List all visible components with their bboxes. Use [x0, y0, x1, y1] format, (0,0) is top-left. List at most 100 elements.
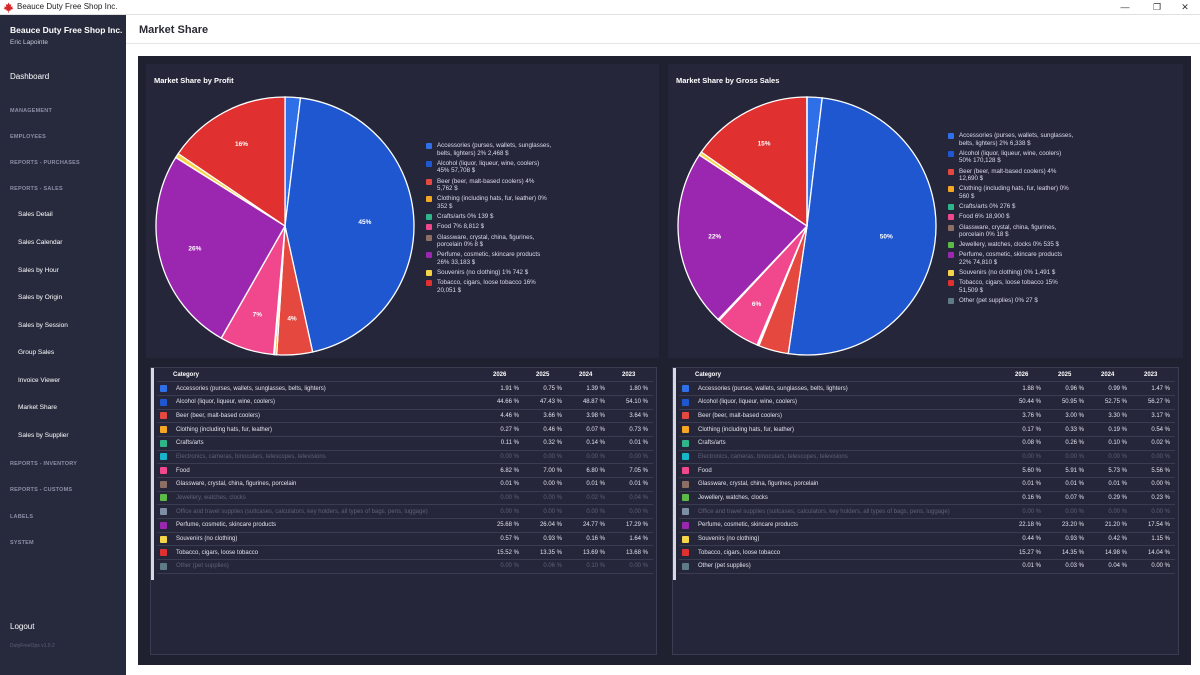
legend-item-beer[interactable]: Beer (beer, malt-based coolers) 4% 12,690… — [948, 168, 1108, 183]
column-header-2025[interactable]: 2025 — [1046, 368, 1089, 383]
column-header-category[interactable]: Category — [173, 368, 481, 383]
legend-item-glassware[interactable]: Glassware, crystal, china, figurines, por… — [426, 234, 586, 249]
legend-item-beer[interactable]: Beer (beer, malt-based coolers) 4% 5,762 … — [426, 178, 586, 193]
table-row[interactable]: Souvenirs (no clothing) 0.57 % 0.93 % 0.16 … — [157, 532, 653, 547]
value-cell: 0.00 % — [1089, 450, 1132, 465]
nav-reports-inventory[interactable]: REPORTS - INVENTORY — [10, 461, 78, 467]
column-header-2023[interactable]: 2023 — [610, 368, 653, 383]
legend-item-glassware[interactable]: Glassware, crystal, china, figurines, por… — [948, 224, 1108, 239]
legend-item-clothing[interactable]: Clothing (including hats, fur, leather) … — [426, 195, 586, 210]
table-row[interactable]: Alcohol (liquor, liqueur, wine, coolers)… — [157, 395, 653, 410]
legend-item-souvenirs[interactable]: Souvenirs (no clothing) 1% 742 $ — [426, 269, 586, 277]
table-row[interactable]: Clothing (including hats, fur, leather) 0… — [157, 422, 653, 437]
table-row[interactable]: Electronics, cameras, binoculars, telesc… — [679, 450, 1175, 465]
column-header-2026[interactable]: 2026 — [1003, 368, 1046, 383]
nav-sales-calendar[interactable]: Sales Calendar — [18, 239, 63, 246]
table-row[interactable]: Jewellery, watches, clocks 0.00 % 0.00 % 0.… — [157, 491, 653, 506]
nav-reports-customs[interactable]: REPORTS - CUSTOMS — [10, 487, 73, 493]
legend-swatch — [948, 242, 954, 249]
nav-dashboard[interactable]: Dashboard — [10, 72, 50, 81]
nav-group-sales[interactable]: Group Sales — [18, 349, 55, 356]
legend-item-food[interactable]: Food 7% 8,812 $ — [426, 223, 586, 231]
nav-sales-by-hour[interactable]: Sales by Hour — [18, 267, 59, 274]
pie-slice-alcohol[interactable] — [787, 97, 937, 356]
restore-button[interactable]: ❐ — [1152, 2, 1162, 12]
column-header-2025[interactable]: 2025 — [524, 368, 567, 383]
nav-labels[interactable]: LABELS — [10, 514, 34, 520]
table-row[interactable]: Perfume, cosmetic, skincare products 22.1… — [679, 518, 1175, 533]
pie-slice-perfume[interactable] — [155, 156, 286, 340]
table-row[interactable]: Souvenirs (no clothing) 0.44 % 0.93 % 0.42 … — [679, 532, 1175, 547]
legend-item-accessories[interactable]: Accessories (purses, wallets, sunglasses… — [948, 132, 1108, 147]
nav-management[interactable]: MANAGEMENT — [10, 108, 53, 114]
table-row[interactable]: Accessories (purses, wallets, sunglasses… — [679, 381, 1175, 396]
table-row[interactable]: Perfume, cosmetic, skincare products 25.6… — [157, 518, 653, 533]
pie-slice-perfume[interactable] — [677, 154, 809, 321]
nav-sales-detail[interactable]: Sales Detail — [18, 211, 53, 218]
legend-item-alcohol[interactable]: Alcohol (liquor, liqueur, wine, coolers)… — [948, 150, 1108, 165]
close-button[interactable]: ✕ — [1181, 2, 1189, 12]
category-cell: Electronics, cameras, binoculars, telesc… — [173, 450, 481, 465]
legend-item-tobacco[interactable]: Tobacco, cigars, loose tobacco 16% 20,051… — [426, 279, 586, 294]
table-row[interactable]: Crafts/arts 0.08 % 0.26 % 0.10 % 0.02 % — [679, 436, 1175, 451]
table-row[interactable]: Tobacco, cigars, loose tobacco 15.27 % 14.… — [679, 545, 1175, 561]
legend-item-crafts[interactable]: Crafts/arts 0% 276 $ — [948, 203, 1108, 211]
table-row[interactable]: Jewellery, watches, clocks 0.16 % 0.07 % 0.… — [679, 491, 1175, 506]
table-row[interactable]: Other (pet supplies) 0.00 % 0.06 % 0.10 % 0.… — [157, 559, 653, 574]
nav-employees[interactable]: EMPLOYEES — [10, 134, 47, 140]
table-row[interactable]: Beer (beer, malt-based coolers) 3.76 % 3.0… — [679, 409, 1175, 424]
legend-item-food[interactable]: Food 6% 18,900 $ — [948, 213, 1108, 221]
table-row[interactable]: Office and travel supplies (suitcases, c… — [679, 504, 1175, 520]
table-row[interactable]: Other (pet supplies) 0.01 % 0.03 % 0.04 % 0.… — [679, 559, 1175, 574]
table-row[interactable]: Clothing (including hats, fur, leather) 0… — [679, 422, 1175, 437]
row-color-swatch — [160, 549, 167, 557]
column-header-2024[interactable]: 2024 — [1089, 368, 1132, 383]
table-row[interactable]: Glassware, crystal, china, figurines, po… — [679, 477, 1175, 492]
legend-item-perfume[interactable]: Perfume, cosmetic, skincare products 26% … — [426, 251, 586, 266]
table-row[interactable]: Alcohol (liquor, liqueur, wine, coolers)… — [679, 395, 1175, 410]
table-row[interactable]: Tobacco, cigars, loose tobacco 15.52 % 13.… — [157, 545, 653, 561]
legend-item-other[interactable]: Other (pet supplies) 0% 27 $ — [948, 297, 1108, 305]
table-row[interactable]: Accessories (purses, wallets, sunglasses… — [157, 381, 653, 396]
column-header-2026[interactable]: 2026 — [481, 368, 524, 383]
legend-item-tobacco[interactable]: Tobacco, cigars, loose tobacco 15% 51,509… — [948, 279, 1108, 294]
nav-sales-by-session[interactable]: Sales by Session — [18, 322, 68, 329]
pie-slice-tobacco[interactable] — [177, 96, 286, 228]
legend-swatch — [948, 214, 954, 221]
category-cell: Clothing (including hats, fur, leather) — [695, 422, 1003, 437]
legend-item-jewellery[interactable]: Jewellery, watches, clocks 0% 535 $ — [948, 241, 1108, 249]
category-cell: Crafts/arts — [695, 436, 1003, 451]
table-row[interactable]: Glassware, crystal, china, figurines, po… — [157, 477, 653, 492]
column-header-2024[interactable]: 2024 — [567, 368, 610, 383]
legend-item-perfume[interactable]: Perfume, cosmetic, skincare products 22% … — [948, 251, 1108, 266]
legend-text: Souvenirs (no clothing) 1% 742 $ — [437, 269, 529, 277]
logout-button[interactable]: Logout — [10, 622, 35, 631]
nav-reports-sales[interactable]: REPORTS - SALES — [10, 186, 63, 192]
pie-slice-alcohol[interactable] — [284, 97, 415, 353]
table-row[interactable]: Food 5.60 % 5.91 % 5.73 % 5.56 % — [679, 463, 1175, 478]
column-header-2023[interactable]: 2023 — [1132, 368, 1175, 383]
nav-sales-by-supplier[interactable]: Sales by Supplier — [18, 432, 69, 439]
legend-item-alcohol[interactable]: Alcohol (liquor, liqueur, wine, coolers)… — [426, 160, 586, 175]
profit-table[interactable]: Category 2026 2025 2024 2023 Accessories (pur… — [150, 367, 657, 655]
legend-item-clothing[interactable]: Clothing (including hats, fur, leather) … — [948, 185, 1108, 200]
nav-sales-by-origin[interactable]: Sales by Origin — [18, 294, 63, 301]
nav-invoice-viewer[interactable]: Invoice Viewer — [18, 377, 61, 384]
table-row[interactable]: Beer (beer, malt-based coolers) 4.46 % 3.6… — [157, 409, 653, 424]
table-row[interactable]: Electronics, cameras, binoculars, telesc… — [157, 450, 653, 465]
table-row[interactable]: Crafts/arts 0.11 % 0.32 % 0.14 % 0.01 % — [157, 436, 653, 451]
legend-item-accessories[interactable]: Accessories (purses, wallets, sunglasses… — [426, 142, 586, 157]
nav-reports-purchases[interactable]: REPORTS - PURCHASES — [10, 160, 80, 166]
category-cell: Office and travel supplies (suitcases, c… — [695, 504, 1003, 520]
pie-slice-tobacco[interactable] — [700, 96, 808, 228]
legend-item-crafts[interactable]: Crafts/arts 0% 139 $ — [426, 213, 586, 221]
value-cell: 23.20 % — [1046, 518, 1089, 533]
legend-item-souvenirs[interactable]: Souvenirs (no clothing) 0% 1,491 $ — [948, 269, 1108, 277]
column-header-category[interactable]: Category — [695, 368, 1003, 383]
minimize-button[interactable]: — — [1120, 2, 1130, 12]
table-row[interactable]: Food 6.82 % 7.00 % 6.80 % 7.05 % — [157, 463, 653, 478]
table-row[interactable]: Office and travel supplies (suitcases, c… — [157, 504, 653, 520]
gross-sales-table[interactable]: Category 2026 2025 2024 2023 Accessories (pur… — [672, 367, 1179, 655]
nav-system[interactable]: SYSTEM — [10, 540, 34, 546]
nav-market-share[interactable]: Market Share — [18, 404, 58, 411]
